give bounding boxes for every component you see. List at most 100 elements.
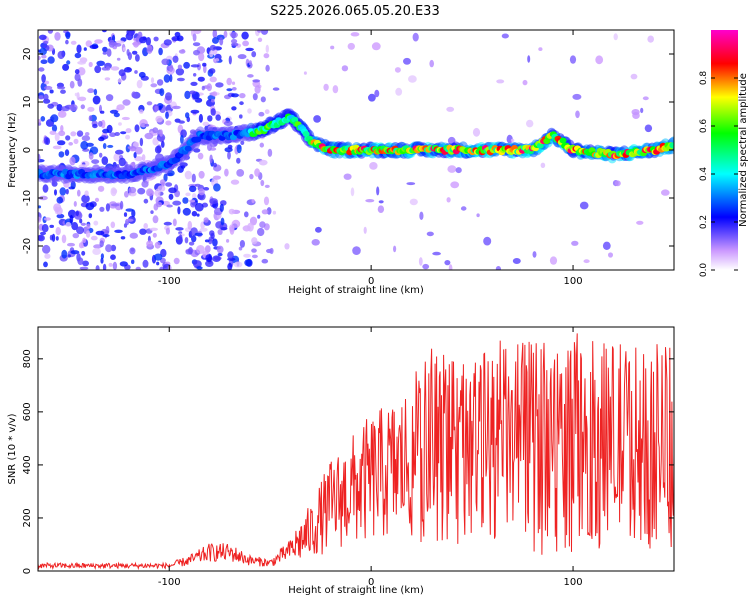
- noise-blob: [184, 90, 191, 100]
- noise-blob: [162, 200, 170, 206]
- noise-blob: [79, 266, 89, 270]
- noise-blob: [139, 36, 147, 44]
- noise-blob: [249, 173, 254, 180]
- noise-blob: [540, 162, 546, 168]
- noise-blob: [70, 40, 77, 45]
- noise-blob: [47, 56, 55, 64]
- noise-blob: [143, 223, 148, 229]
- noise-blob: [113, 112, 120, 118]
- noise-blob: [403, 57, 411, 65]
- noise-blob: [82, 237, 87, 243]
- noise-blob: [190, 109, 200, 114]
- noise-blob: [237, 54, 247, 60]
- noise-blob: [134, 156, 143, 162]
- noise-blob: [102, 51, 108, 55]
- noise-blob: [76, 130, 84, 137]
- noise-blob: [419, 211, 424, 220]
- noise-blob: [38, 34, 47, 40]
- noise-blob: [131, 259, 135, 265]
- noise-blob: [122, 47, 126, 52]
- noise-blob: [214, 58, 220, 62]
- noise-blob: [113, 153, 121, 162]
- noise-blob: [159, 179, 166, 186]
- noise-blob: [165, 111, 169, 119]
- noise-blob: [426, 231, 434, 237]
- noise-blob: [41, 54, 47, 59]
- noise-blob: [259, 142, 264, 148]
- noise-blob: [194, 202, 204, 212]
- noise-blob: [194, 183, 201, 187]
- noise-blob: [244, 211, 249, 218]
- noise-blob: [155, 115, 163, 123]
- noise-blob: [185, 192, 191, 197]
- noise-blob: [444, 260, 451, 266]
- noise-blob: [98, 136, 105, 142]
- noise-blob: [575, 110, 580, 119]
- noise-blob: [90, 235, 98, 241]
- noise-blob: [284, 243, 290, 250]
- snr-ylabel: SNR (10 * v/v): [7, 413, 18, 484]
- noise-blob: [172, 218, 177, 227]
- noise-blob: [199, 227, 208, 232]
- snr-xlabel: Height of straight line (km): [288, 585, 424, 596]
- noise-blob: [231, 39, 238, 44]
- noise-blob: [64, 149, 70, 157]
- noise-blob: [209, 44, 217, 51]
- noise-blob: [118, 157, 126, 167]
- noise-blob: [408, 75, 417, 83]
- noise-blob: [65, 135, 71, 141]
- noise-blob: [156, 261, 160, 266]
- noise-blob: [41, 224, 49, 233]
- noise-blob: [99, 240, 104, 248]
- noise-blob: [230, 179, 240, 185]
- x-tick-label: 100: [564, 276, 583, 287]
- noise-blob: [213, 162, 217, 168]
- noise-blob: [251, 51, 257, 58]
- noise-blob: [510, 138, 515, 143]
- noise-blob: [158, 105, 162, 111]
- noise-blob: [96, 60, 105, 66]
- x-tick-label: -100: [158, 577, 181, 588]
- noise-blob: [217, 252, 223, 257]
- noise-blob: [661, 189, 670, 196]
- noise-blob: [175, 227, 184, 231]
- noise-blob: [42, 184, 49, 193]
- noise-blob: [243, 253, 251, 258]
- noise-blob: [179, 162, 188, 168]
- noise-blob: [175, 68, 185, 76]
- noise-blob: [125, 208, 134, 212]
- noise-blob: [343, 173, 352, 180]
- noise-blob: [165, 92, 172, 101]
- noise-blob: [165, 120, 172, 126]
- noise-blob: [368, 93, 376, 102]
- noise-blob: [118, 69, 126, 77]
- noise-blob: [76, 44, 82, 54]
- noise-blob: [59, 187, 67, 196]
- noise-blob: [254, 168, 260, 177]
- noise-blob: [113, 43, 122, 47]
- noise-blob: [120, 236, 126, 240]
- noise-blob: [192, 33, 197, 42]
- noise-blob: [229, 225, 235, 235]
- noise-blob: [460, 206, 467, 211]
- noise-blob: [208, 68, 216, 74]
- x-tick-label: 0: [368, 276, 374, 287]
- noise-blob: [260, 30, 269, 35]
- noise-blob: [258, 159, 268, 166]
- noise-blob: [177, 206, 181, 215]
- noise-blob: [239, 240, 245, 248]
- noise-blob: [112, 261, 118, 270]
- noise-blob: [369, 162, 378, 170]
- noise-blob: [86, 223, 91, 230]
- noise-blob: [527, 55, 531, 63]
- noise-blob: [49, 224, 54, 228]
- noise-blob: [80, 222, 86, 226]
- chart-title: S225.2026.065.05.20.E33: [270, 4, 439, 19]
- noise-blob: [76, 226, 84, 235]
- noise-blob: [154, 145, 162, 154]
- noise-blob: [178, 120, 185, 124]
- noise-blob: [602, 241, 611, 250]
- noise-blob: [127, 52, 132, 61]
- noise-blob: [54, 132, 60, 142]
- noise-blob: [180, 134, 184, 144]
